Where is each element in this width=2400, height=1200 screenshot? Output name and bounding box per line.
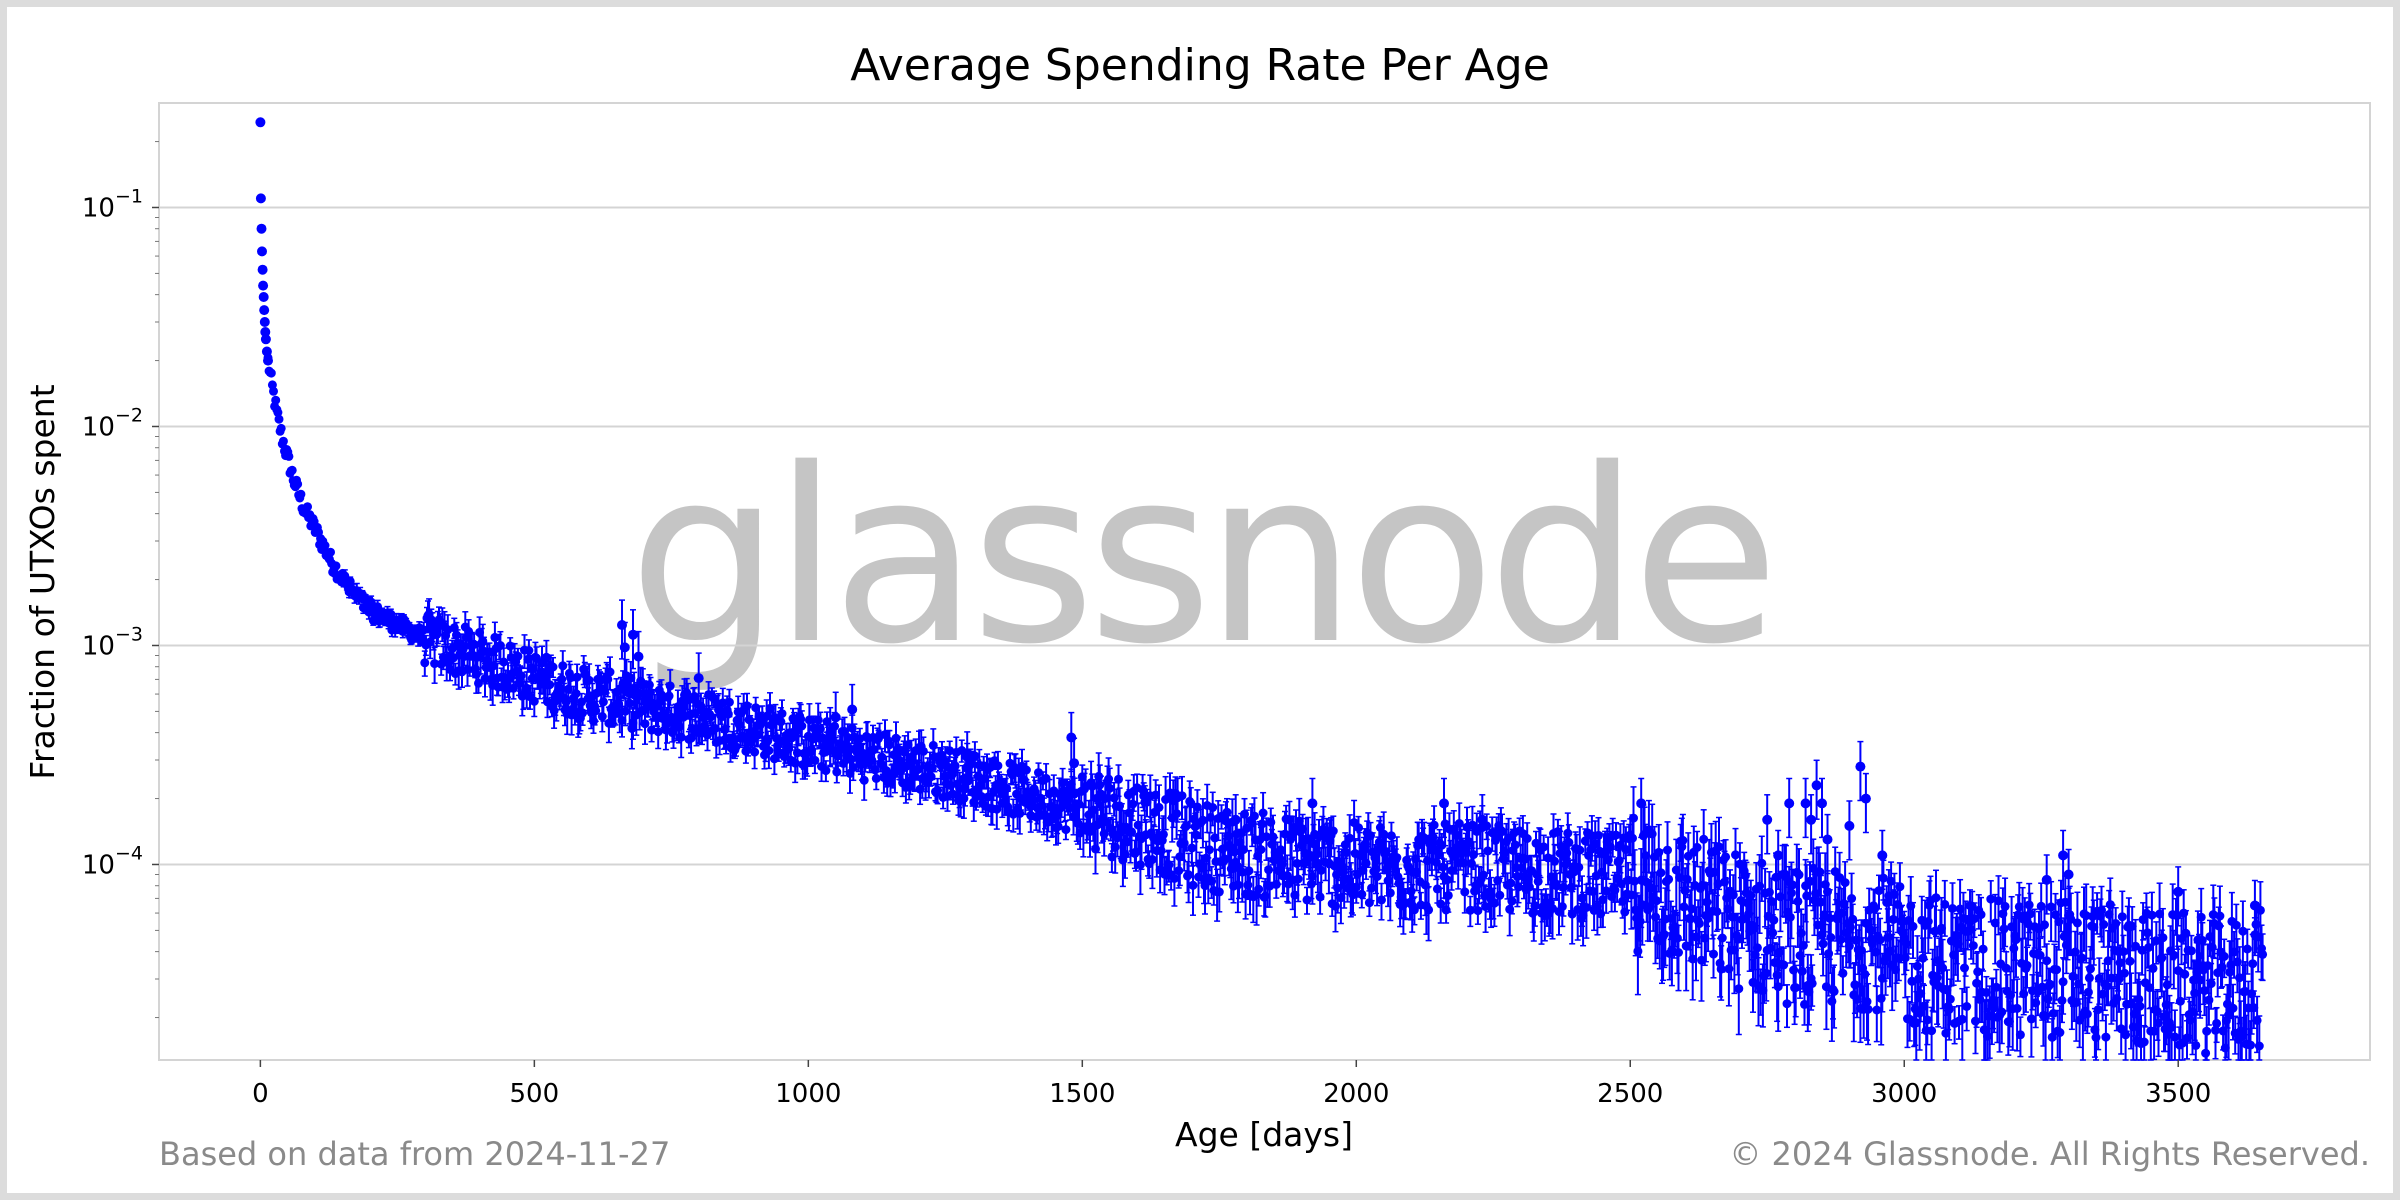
minor-ticks — [155, 141, 159, 1019]
plot-area — [158, 102, 2371, 1061]
watermark-text: glassnode — [628, 417, 1771, 697]
grid-lines — [159, 206, 2370, 866]
